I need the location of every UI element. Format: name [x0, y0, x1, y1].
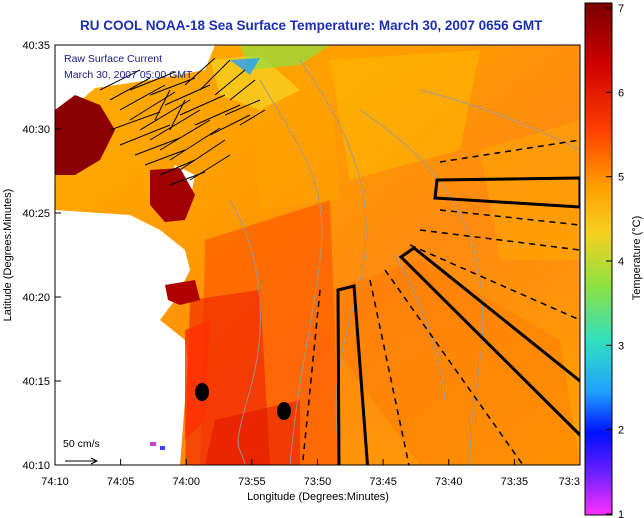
- survey-boxes: [336, 176, 580, 465]
- y-tick-label: 40:20: [22, 292, 50, 304]
- x-tick-label: 73:35: [501, 476, 529, 488]
- station-marker: [195, 383, 209, 401]
- x-tick-label: 73:3: [559, 476, 580, 488]
- sst-field: [55, 45, 580, 465]
- map-title: RU COOL NOAA-18 Sea Surface Temperature:…: [80, 18, 543, 33]
- y-tick-label: 40:25: [22, 208, 50, 220]
- y-tick-label: 40:10: [22, 460, 50, 472]
- legend-line-2: March 30, 2007 05:00 GMT: [64, 69, 193, 81]
- legend-line-1: Raw Surface Current: [64, 53, 162, 65]
- y-tick-label: 40:30: [22, 124, 50, 136]
- surface-current-vectors: [99, 57, 266, 186]
- colorbar-tick-label: 2: [618, 425, 624, 437]
- x-tick-label: 74:05: [107, 476, 135, 488]
- y-axis-label: Latitude (Degrees:Minutes): [2, 189, 14, 322]
- colorbar-label: Temperature (°C): [631, 216, 643, 300]
- x-tick-label: 74:10: [41, 476, 69, 488]
- x-tick-label: 73:55: [238, 476, 266, 488]
- radial-transects: [301, 139, 580, 465]
- colorbar-tick-label: 1: [618, 509, 624, 518]
- colorbar-tick-label: 4: [618, 256, 624, 268]
- bathymetry-contours: [229, 59, 580, 465]
- x-tick-label: 74:00: [172, 476, 200, 488]
- colorbar-ticks: 7 6 5 4 3 2 1: [606, 3, 624, 518]
- land-mass: [55, 45, 215, 110]
- colorbar-tick-label: 3: [618, 340, 624, 352]
- colorbar-tick-label: 6: [618, 87, 624, 99]
- colorbar: [584, 2, 613, 516]
- x-tick-label: 73:45: [369, 476, 397, 488]
- y-axis: 40:35 40:30 40:25 40:20 40:15 40:10: [22, 40, 61, 472]
- x-tick-label: 73:40: [435, 476, 463, 488]
- y-tick-label: 40:15: [22, 376, 50, 388]
- colorbar-tick-label: 7: [618, 3, 624, 15]
- station-marker: [277, 402, 291, 420]
- x-axis: 74:10 74:05 74:00 73:55 73:50 73:45 73:40 73:35…: [41, 459, 581, 488]
- colorbar-tick-label: 5: [618, 172, 624, 184]
- x-axis-label: Longitude (Degrees:Minutes): [247, 491, 389, 503]
- x-tick-label: 73:50: [304, 476, 332, 488]
- scale-label: 50 cm/s: [63, 438, 100, 450]
- y-tick-label: 40:35: [22, 40, 50, 52]
